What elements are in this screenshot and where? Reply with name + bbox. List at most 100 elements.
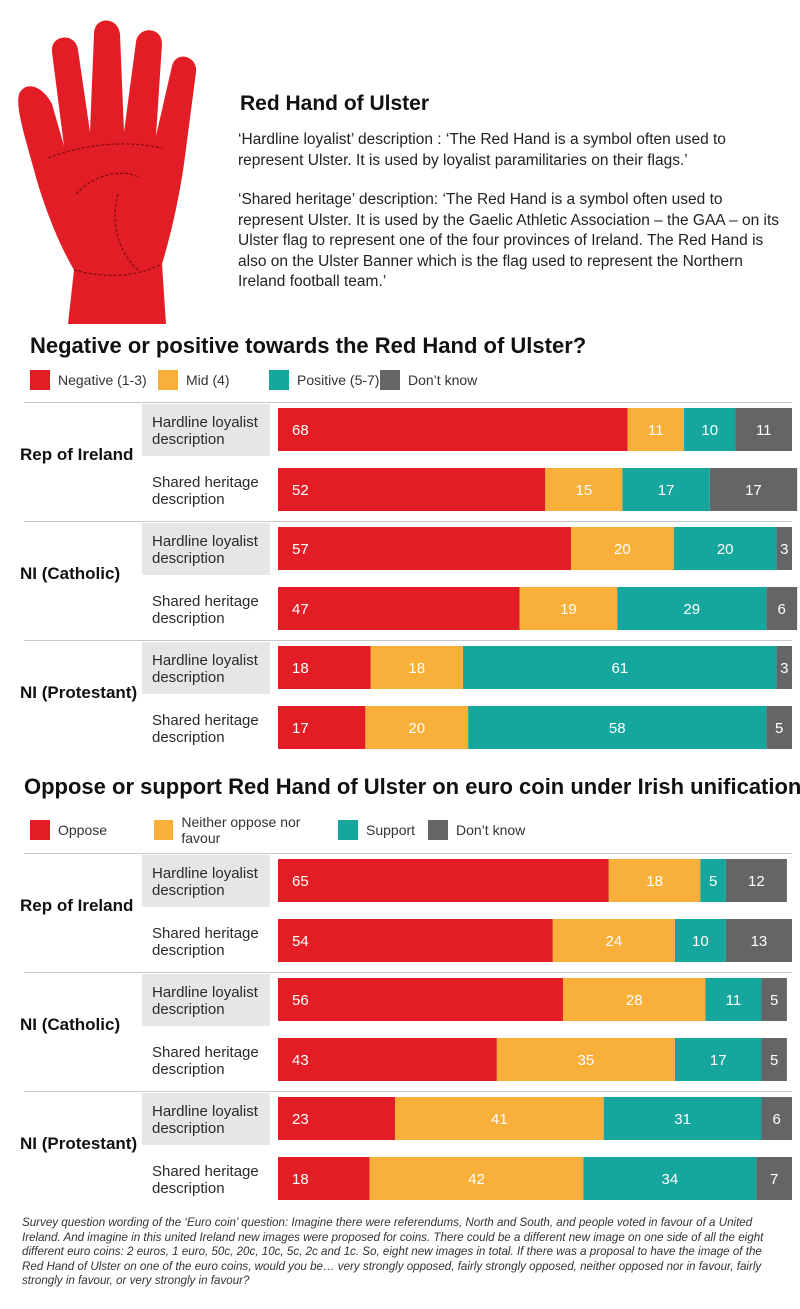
bar-value-label: 17 [710,1052,727,1069]
bar-segment [709,468,798,511]
bar-segment [278,1097,396,1140]
legend-label: Positive (5-7) [297,372,380,388]
row-label: description [152,729,225,746]
bar-value-label: 15 [575,482,592,499]
row-label-background [142,1093,270,1145]
bar-segment [463,646,777,689]
bar-segment [278,1157,370,1200]
bar-segment [278,646,371,689]
group-label: NI (Protestant) [20,1134,137,1153]
row-label-background [142,642,270,694]
row-label: Hardline loyalist [152,533,259,550]
bar-segment [365,706,469,749]
bar-segment [545,468,623,511]
bar-value-label: 11 [726,992,742,1009]
chart2-legend: Oppose Neither oppose nor favour Support Do… [30,814,538,846]
row-label-background [142,974,270,1026]
legend-label: Don’t know [408,372,478,388]
bar-value-label: 23 [292,1111,309,1128]
bar-segment [725,919,792,962]
bar-value-label: 41 [491,1111,508,1128]
bar-segment [562,978,706,1021]
row-label: description [152,491,225,508]
row-label: description [152,882,225,899]
bar-segment [278,1038,497,1081]
bar-segment [608,859,701,902]
bar-segment [674,1038,762,1081]
row-label-background [142,404,270,456]
legend-item: Negative (1-3) [30,370,158,390]
legend-item: Don’t know [428,820,538,840]
bar-value-label: 61 [611,660,628,677]
bar-segment [776,646,792,689]
bar-segment [278,468,546,511]
group-label: Rep of Ireland [20,445,133,464]
bar-value-label: 54 [292,933,309,950]
bar-segment [776,527,792,570]
legend-swatch [428,820,448,840]
bar-segment [617,587,767,630]
shared-description-text: ‘Shared heritage’ description: ‘The Red … [238,191,780,290]
bar-value-label: 17 [292,720,309,737]
bar-segment [278,859,609,902]
bar-value-label: 17 [745,482,762,499]
bar-segment [570,527,674,570]
row-label: description [152,1061,225,1078]
bar-segment [519,587,618,630]
group-label: NI (Catholic) [20,1015,120,1034]
bar-segment [395,1097,604,1140]
bar-value-label: 28 [626,992,643,1009]
bar-segment [756,1157,792,1200]
bar-segment [278,706,366,749]
bar-segment [278,978,563,1021]
bar-segment [761,1038,787,1081]
row-label: Shared heritage [152,925,259,942]
bar-value-label: 57 [292,541,309,558]
legend-swatch [154,820,174,840]
bar-value-label: 11 [648,422,664,439]
bar-value-label: 18 [646,873,663,890]
legend-swatch [380,370,400,390]
red-hand-icon [18,20,197,324]
row-label: Hardline loyalist [152,984,259,1001]
row-label: description [152,610,225,627]
bar-segment [278,919,553,962]
legend-label: Oppose [58,822,108,838]
bar-segment [603,1097,762,1140]
bar-segment [705,978,762,1021]
row-label: description [152,1180,225,1197]
bar-value-label: 5 [709,873,717,890]
bar-segment [370,646,464,689]
bar-segment [278,527,571,570]
row-label: Hardline loyalist [152,414,259,431]
bar-value-label: 7 [770,1171,778,1188]
legend-label: Don’t know [456,822,526,838]
bar-segment [622,468,710,511]
row-label: Shared heritage [152,1044,259,1061]
bar-value-label: 18 [292,660,309,677]
row-label: Shared heritage [152,1163,259,1180]
bar-segment [278,408,628,451]
row-label-background [142,523,270,575]
row-label: Shared heritage [152,593,259,610]
bar-segment [673,527,777,570]
bar-segment [674,919,726,962]
bar-value-label: 5 [775,720,783,737]
row-label: description [152,1120,225,1137]
legend-item: Oppose [30,820,154,840]
chart1-legend: Negative (1-3) Mid (4) Positive (5-7) Don’t… [30,369,490,391]
bar-value-label: 34 [662,1171,679,1188]
bar-value-label: 10 [701,422,718,439]
bar-value-label: 20 [717,541,734,558]
row-label: description [152,550,225,567]
row-label: Shared heritage [152,712,259,729]
bar-segment [761,978,787,1021]
bar-value-label: 52 [292,482,309,499]
bar-segment [278,587,520,630]
bar-segment [725,859,787,902]
row-label: description [152,669,225,686]
bar-value-label: 17 [658,482,675,499]
legend-label: Neither oppose nor favour [181,814,301,846]
bar-value-label: 11 [756,422,772,439]
